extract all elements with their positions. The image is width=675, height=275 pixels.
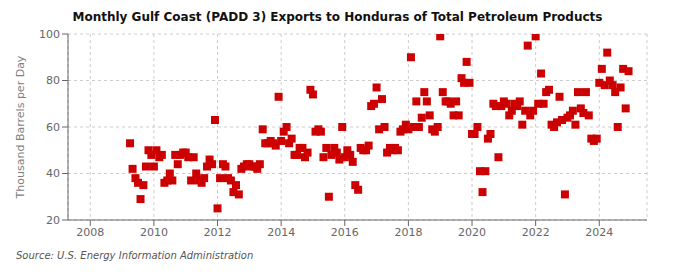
svg-text:2020: 2020: [458, 226, 486, 239]
svg-text:2012: 2012: [204, 226, 232, 239]
svg-text:2008: 2008: [76, 226, 104, 239]
svg-text:2018: 2018: [394, 226, 422, 239]
svg-text:2014: 2014: [267, 226, 295, 239]
svg-text:100: 100: [39, 28, 60, 41]
svg-text:2024: 2024: [585, 226, 613, 239]
html-text:Source: U.S. Energy Informatio: Source: U.S. Energy Information Administ…: [16, 250, 254, 261]
svg-text:Thousand Barrels per Day: Thousand Barrels per Day: [14, 55, 27, 199]
svg-text:2016: 2016: [331, 226, 359, 239]
svg-text:40: 40: [46, 167, 60, 180]
svg-text:2022: 2022: [522, 226, 550, 239]
svg-text:60: 60: [46, 121, 60, 134]
svg-text:80: 80: [46, 74, 60, 87]
svg-text:2010: 2010: [140, 226, 168, 239]
html-text:Monthly Gulf Coast (PADD 3) Ex: Monthly Gulf Coast (PADD 3) Exports to H…: [72, 10, 603, 24]
svg-text:20: 20: [46, 214, 60, 227]
